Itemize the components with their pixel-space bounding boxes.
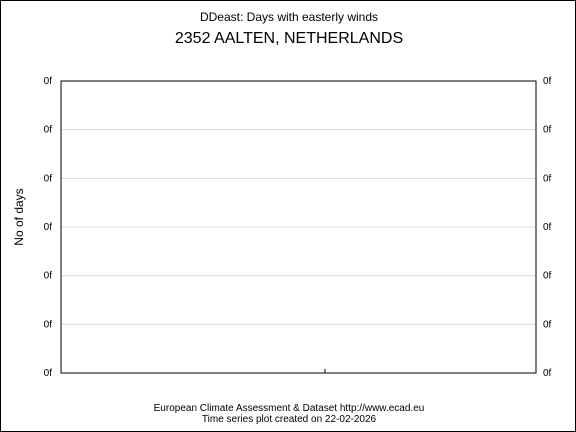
footer-created: Time series plot created on 22-02-2026 <box>202 414 377 425</box>
chart-subtitle: 2352 AALTEN, NETHERLANDS <box>175 30 403 47</box>
y-axis-label: No of days <box>12 188 26 245</box>
plot-area <box>60 80 537 374</box>
y-tick-label: 0f <box>44 173 53 184</box>
y-tick-label: 0f <box>44 271 53 282</box>
y-tick-label: 0f <box>44 222 53 233</box>
y-tick-label-right: 0f <box>543 173 552 184</box>
y-tick-label-right: 0f <box>543 319 552 330</box>
y-tick-label: 0f <box>44 76 53 87</box>
y-tick-label-right: 0f <box>543 125 552 136</box>
y-tick-label-right: 0f <box>543 368 552 379</box>
y-tick-label: 0f <box>44 125 53 136</box>
y-tick-label-right: 0f <box>543 222 552 233</box>
y-tick-labels-left: 0f 0f 0f 0f 0f 0f 0f <box>44 76 53 379</box>
y-tick-label-right: 0f <box>543 271 552 282</box>
y-tick-label: 0f <box>44 319 53 330</box>
chart-title: DDeast: Days with easterly winds <box>200 10 378 24</box>
footer-source: European Climate Assessment & Dataset ht… <box>154 403 425 414</box>
y-tick-label-right: 0f <box>543 76 552 87</box>
y-tick-labels-right: 0f 0f 0f 0f 0f 0f 0f <box>543 76 552 379</box>
y-tick-label: 0f <box>44 368 53 379</box>
grid-lines <box>61 129 536 325</box>
